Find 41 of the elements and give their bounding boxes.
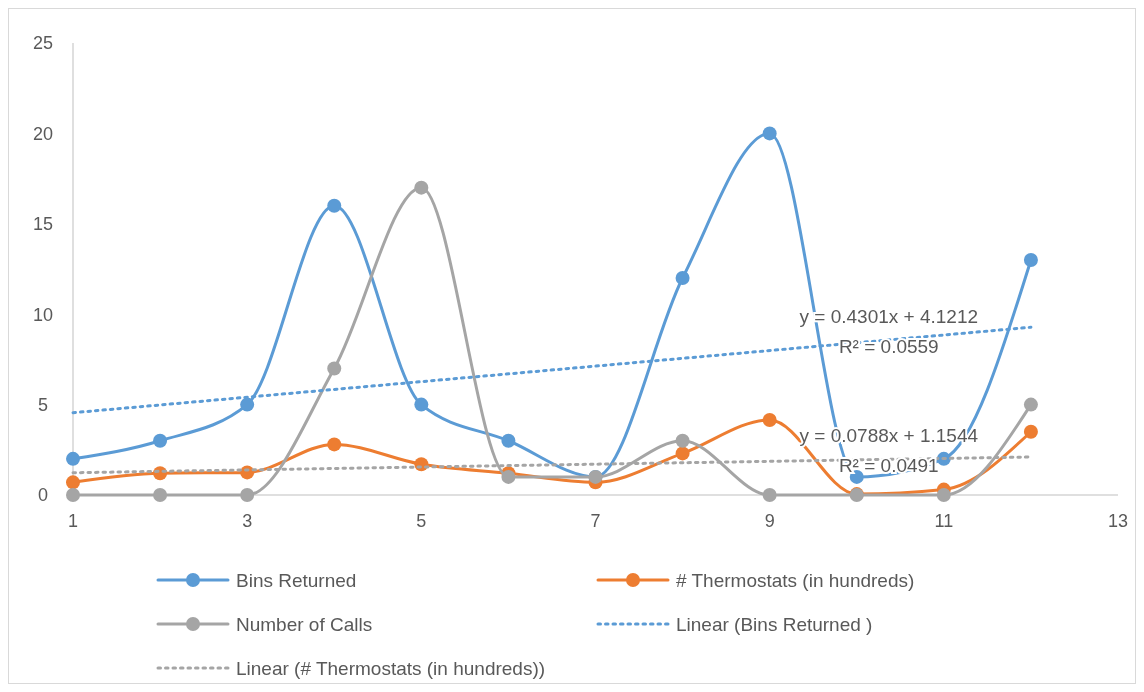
x-tick-label: 13 bbox=[1107, 511, 1129, 531]
legend-label: Linear (# Thermostats (in hundreds)) bbox=[236, 657, 546, 679]
point bbox=[153, 433, 168, 448]
point bbox=[66, 475, 80, 490]
y-tick-label: 15 bbox=[32, 214, 54, 235]
point bbox=[66, 451, 80, 466]
point bbox=[936, 488, 951, 502]
x-tick-label: 5 bbox=[416, 511, 427, 531]
point bbox=[1023, 252, 1038, 267]
legend-label: Linear (Bins Returned ) bbox=[676, 613, 873, 635]
point bbox=[327, 361, 342, 376]
x-tick-label: 9 bbox=[764, 511, 775, 531]
point bbox=[675, 446, 690, 461]
y-tick-label: 25 bbox=[32, 33, 54, 54]
x-tick-label: 1 bbox=[67, 511, 79, 531]
y-tick-label: 5 bbox=[37, 394, 49, 415]
legend-label: Bins Returned bbox=[236, 569, 357, 591]
point bbox=[501, 433, 516, 448]
legend-label: Number of Calls bbox=[236, 613, 373, 635]
point bbox=[327, 198, 342, 213]
y-tick-label: 10 bbox=[32, 304, 54, 325]
point bbox=[414, 180, 429, 195]
point bbox=[327, 437, 342, 452]
point bbox=[1023, 397, 1038, 412]
point bbox=[240, 488, 255, 502]
point bbox=[762, 488, 777, 502]
point bbox=[762, 412, 777, 427]
point bbox=[675, 271, 690, 286]
x-tick-label: 11 bbox=[934, 511, 954, 531]
x-tick-label: 3 bbox=[242, 511, 253, 531]
point bbox=[762, 126, 777, 141]
point bbox=[675, 433, 690, 448]
y-tick-label: 0 bbox=[37, 485, 49, 506]
y-tick-label: 20 bbox=[32, 123, 54, 144]
point bbox=[66, 488, 80, 502]
point bbox=[414, 397, 429, 412]
point bbox=[1023, 424, 1038, 439]
point bbox=[240, 397, 255, 412]
x-tick-label: 7 bbox=[590, 511, 601, 531]
legend-label: # Thermostats (in hundreds) bbox=[676, 569, 915, 591]
point bbox=[153, 488, 168, 502]
